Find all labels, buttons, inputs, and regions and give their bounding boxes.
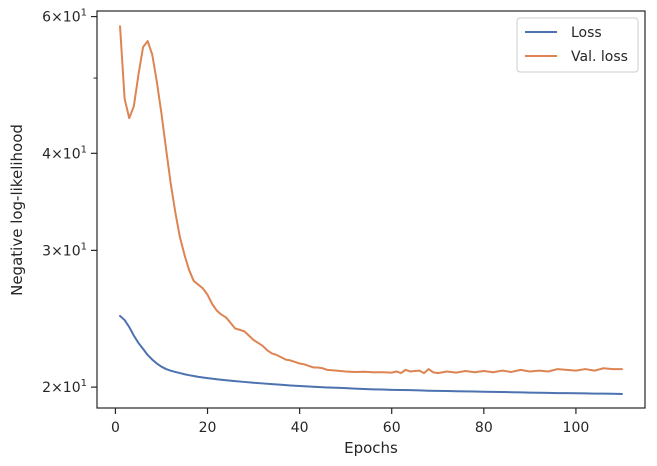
x-tick-label-100: 100: [563, 420, 590, 436]
series-line-loss: [119, 314, 623, 395]
legend-label-val-loss: Val. loss: [571, 49, 628, 65]
y-axis-label: Negative log-likelihood: [8, 124, 26, 296]
y-axis: 2×101 3×101 4×101 6×101: [42, 8, 97, 396]
legend: Loss Val. loss: [516, 17, 639, 73]
x-axis-label: Epochs: [344, 439, 398, 457]
x-tick-label-0: 0: [111, 420, 120, 436]
series-line-val-loss: [119, 25, 623, 375]
y-tick-label-40: 4×101: [42, 144, 87, 162]
y-tick-label-30: 3×101: [42, 241, 87, 259]
series-layer: [119, 25, 623, 395]
legend-label-loss: Loss: [571, 25, 602, 41]
x-axis: 0 20 40 60 80 100: [111, 408, 589, 436]
x-tick-label-20: 20: [199, 420, 217, 436]
y-tick-label-60: 6×101: [42, 8, 87, 26]
y-tick-label-20: 2×101: [42, 378, 87, 396]
plot-frame: [96, 10, 646, 409]
plot-background: [97, 11, 645, 408]
x-tick-label-60: 60: [383, 420, 401, 436]
x-tick-label-40: 40: [291, 420, 309, 436]
x-tick-label-80: 80: [475, 420, 493, 436]
